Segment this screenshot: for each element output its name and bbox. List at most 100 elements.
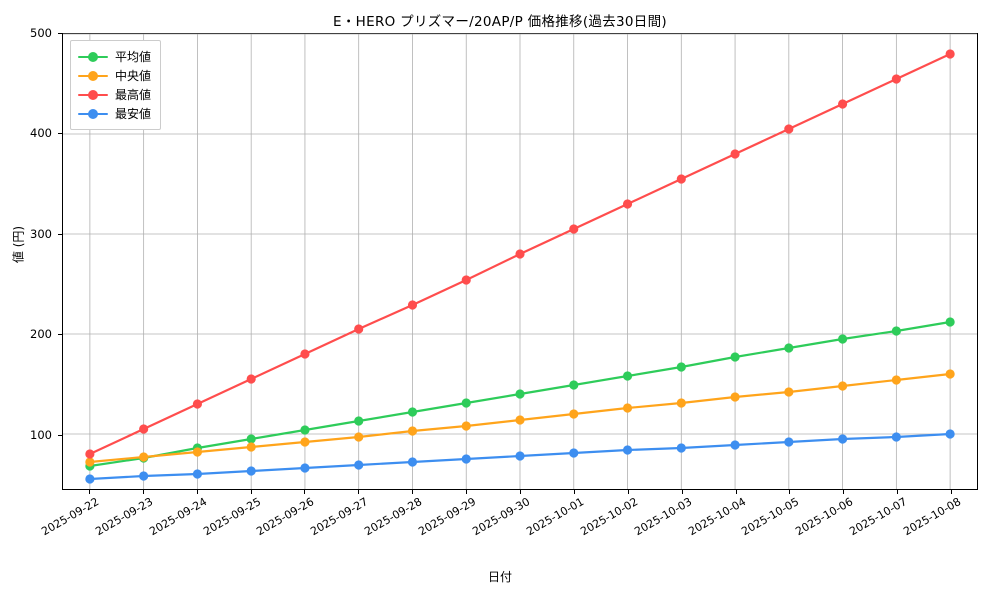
legend-swatch-icon: [78, 69, 108, 83]
data-point-marker: [676, 398, 686, 408]
data-point-marker: [784, 387, 794, 397]
x-axis-tick-labels: 2025-09-22 2025-09-23 2025-09-24 2025-09-25…: [39, 490, 978, 570]
y-axis-tick-label: 200: [30, 327, 52, 342]
x-axis-tick-mark: [250, 490, 252, 494]
x-axis-tick-label: 2025-10-05: [739, 495, 802, 539]
data-point-marker: [354, 432, 364, 442]
data-point-marker: [891, 375, 901, 385]
y-axis-label: 値 (円): [11, 225, 26, 264]
data-point-marker: [354, 460, 364, 470]
x-axis-tick-mark: [88, 490, 90, 494]
x-axis-tick-mark: [412, 490, 414, 494]
x-axis-tick-label: 2025-09-22: [39, 495, 102, 539]
x-axis-tick-label: 2025-09-25: [200, 495, 263, 539]
data-point-marker: [192, 447, 203, 457]
data-point-marker: [676, 174, 686, 184]
y-axis-tick-mark: [58, 334, 62, 336]
x-axis-tick-mark: [843, 490, 845, 494]
legend-swatch-icon: [78, 88, 108, 102]
data-point-marker: [246, 442, 256, 452]
data-point-marker: [622, 403, 633, 413]
data-point-marker: [515, 389, 525, 399]
data-point-marker: [461, 398, 471, 408]
x-axis-tick-mark: [897, 490, 899, 494]
data-point-marker: [300, 463, 310, 473]
data-point-marker: [85, 457, 95, 467]
data-point-marker: [784, 124, 794, 134]
x-axis-tick-label: 2025-09-24: [147, 495, 209, 539]
data-point-marker: [784, 343, 794, 353]
data-point-marker: [85, 449, 95, 459]
chart-legend: 平均値中央値 最高値 最安値: [70, 40, 162, 130]
data-point-marker: [730, 392, 740, 402]
data-point-marker: [354, 324, 364, 334]
x-axis-tick-label: 2025-09-27: [308, 495, 371, 539]
legend-item[interactable]: 平均値: [78, 47, 151, 66]
y-axis-tick-mark: [58, 33, 62, 34]
x-axis-tick-mark: [466, 490, 468, 494]
data-point-marker: [407, 426, 418, 436]
data-point-marker: [837, 434, 848, 444]
data-point-marker: [407, 407, 418, 417]
legend-swatch-icon: [78, 107, 108, 121]
data-point-marker: [85, 474, 95, 484]
x-axis-tick-mark: [304, 490, 306, 494]
data-point-marker: [515, 415, 525, 425]
data-point-marker: [569, 409, 579, 419]
data-point-marker: [945, 49, 955, 59]
data-point-marker: [569, 448, 579, 458]
data-point-marker: [515, 249, 525, 259]
data-point-marker: [622, 371, 633, 381]
data-point-marker: [246, 434, 256, 444]
data-point-marker: [730, 440, 740, 450]
data-point-marker: [139, 471, 149, 481]
x-axis-tick-label: 2025-09-29: [416, 495, 479, 539]
legend-item[interactable]: 最高値: [78, 85, 151, 104]
x-axis-tick-mark: [735, 490, 737, 494]
x-axis-tick-label: 2025-09-23: [93, 495, 155, 539]
data-point-marker: [784, 437, 794, 447]
y-axis-tick-label: 500: [30, 26, 52, 40]
data-point-marker: [676, 362, 686, 372]
data-point-marker: [837, 99, 848, 109]
data-point-marker: [461, 275, 471, 285]
x-axis-tick-mark: [142, 490, 144, 494]
chart-title: E・HERO プリズマー/20AP/P 価格推移(過去30日間): [333, 14, 667, 30]
x-axis-tick-label: 2025-10-03: [631, 495, 694, 539]
data-point-marker: [300, 437, 310, 447]
data-point-marker: [891, 74, 901, 84]
legend-item[interactable]: 最安値: [78, 104, 151, 123]
data-point-marker: [676, 443, 686, 453]
x-axis-tick-label: 2025-10-07: [847, 495, 910, 539]
data-point-marker: [192, 399, 203, 409]
y-axis-tick-mark: [58, 434, 62, 436]
x-axis-tick-label: 2025-09-30: [470, 495, 533, 539]
data-point-marker: [407, 300, 418, 310]
x-axis-tick-label: 2025-09-28: [362, 495, 425, 539]
x-axis-tick-label: 2025-09-26: [254, 495, 317, 539]
x-axis-label: 日付: [487, 570, 512, 584]
data-point-marker: [891, 326, 901, 336]
y-axis-tick-label: 300: [30, 226, 52, 241]
data-point-marker: [461, 421, 471, 431]
legend-label: 平均値: [115, 50, 152, 64]
x-axis-tick-mark: [951, 490, 953, 494]
legend-swatch-icon: [78, 50, 108, 64]
x-axis-tick-mark: [789, 490, 791, 494]
data-point-marker: [730, 149, 740, 159]
data-point-marker: [945, 317, 955, 327]
x-axis-tick-label: 2025-10-04: [685, 495, 748, 539]
x-axis-tick-mark: [358, 490, 360, 494]
y-axis-tick-mark: [58, 133, 62, 135]
data-point-marker: [192, 469, 203, 479]
legend-item[interactable]: 中央値: [78, 66, 151, 85]
x-axis-tick-label: 2025-10-01: [524, 495, 587, 539]
series-layer: [85, 49, 955, 484]
x-axis-tick-mark: [681, 490, 683, 494]
data-point-marker: [246, 466, 256, 476]
data-point-marker: [569, 380, 579, 390]
data-point-marker: [515, 451, 525, 461]
data-point-marker: [354, 416, 364, 426]
data-point-marker: [730, 352, 740, 362]
